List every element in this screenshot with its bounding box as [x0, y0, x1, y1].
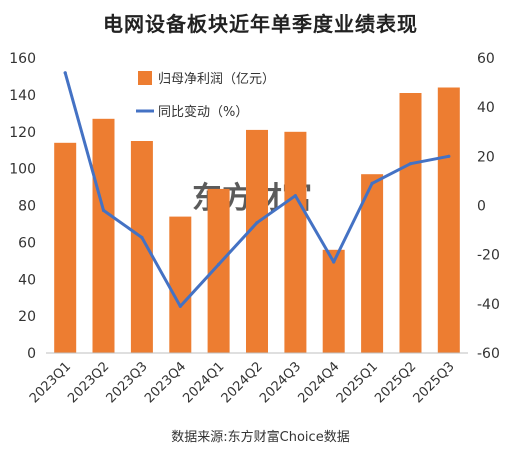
- x-tick-label-2023Q3: 2023Q3: [104, 359, 151, 406]
- y-right-tick-label: -60: [477, 346, 500, 362]
- y-left-tick-label: 0: [27, 346, 36, 362]
- line-point-2025Q3: [447, 154, 451, 158]
- y-left-tick-label: 40: [18, 272, 36, 288]
- line-point-2023Q1: [63, 71, 67, 75]
- y-right-tick-label: 20: [477, 149, 495, 165]
- y-right-tick-label: 40: [477, 100, 495, 116]
- y-right-tick-label: -20: [477, 248, 500, 264]
- line-point-2024Q2: [255, 221, 259, 225]
- y-right-tick-label: 60: [477, 51, 495, 67]
- line-point-2024Q3: [293, 194, 297, 198]
- y-right-tick-label: 0: [477, 199, 486, 215]
- legend-swatch-profit: [138, 71, 152, 85]
- x-tick-label-2025Q1: 2025Q1: [334, 359, 381, 406]
- y-left-tick-label: 20: [18, 309, 36, 325]
- chart-title: 电网设备板块近年单季度业绩表现: [103, 12, 418, 36]
- line-point-2023Q3: [140, 235, 144, 240]
- legend-label-profit: 归母净利润（亿元）: [158, 72, 275, 87]
- y-left-tick-label: 100: [9, 162, 36, 178]
- legend-label-yoy: 同比变动（%）: [158, 104, 248, 120]
- line-point-2023Q2: [101, 208, 106, 212]
- bar-2023Q2: [92, 118, 115, 353]
- x-tick-label-2024Q2: 2024Q2: [219, 359, 266, 406]
- bar-2025Q2: [399, 93, 422, 353]
- bar-2023Q3: [130, 141, 153, 353]
- bar-2024Q3: [284, 131, 307, 354]
- line-point-2023Q4: [178, 304, 182, 308]
- x-tick-label-2023Q1: 2023Q1: [27, 359, 74, 406]
- x-tick-label-2024Q1: 2024Q1: [180, 359, 227, 406]
- line-point-2025Q1: [370, 181, 374, 185]
- chart-source: 数据来源:东方财富Choice数据: [171, 430, 350, 445]
- bar-2023Q4: [169, 216, 192, 353]
- y-left-tick-label: 140: [9, 88, 36, 104]
- line-point-2024Q1: [217, 262, 221, 267]
- bar-2024Q2: [246, 129, 268, 353]
- x-tick-label-2024Q3: 2024Q3: [257, 359, 304, 406]
- y-left-tick-label: 120: [9, 125, 36, 141]
- y-left-tick-label: 160: [9, 51, 36, 67]
- line-point-2024Q4: [332, 260, 336, 264]
- bar-2023Q1: [54, 142, 77, 353]
- bar-2024Q1: [207, 188, 230, 353]
- bar-2025Q3: [437, 87, 460, 353]
- y-left-tick-label: 60: [18, 235, 36, 251]
- x-tick-label-2023Q2: 2023Q2: [65, 359, 112, 406]
- bar-2025Q1: [361, 174, 384, 353]
- y-right-tick-label: -40: [477, 297, 500, 313]
- x-tick-label-2025Q2: 2025Q2: [372, 359, 419, 406]
- y-left-tick-label: 80: [18, 199, 36, 215]
- x-tick-label-2023Q4: 2023Q4: [142, 359, 189, 406]
- x-tick-label-2024Q4: 2024Q4: [295, 359, 342, 406]
- line-point-2025Q2: [408, 162, 413, 166]
- x-tick-label-2025Q3: 2025Q3: [411, 359, 458, 406]
- bar-2024Q4: [322, 249, 345, 354]
